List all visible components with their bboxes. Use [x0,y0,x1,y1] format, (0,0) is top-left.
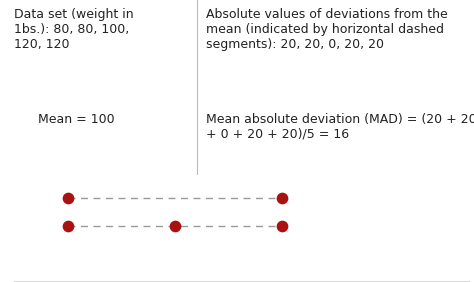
Point [171,224,179,228]
Point [278,224,286,228]
Text: Mean = 100: Mean = 100 [37,113,114,126]
Point [64,224,72,228]
Point [278,196,286,200]
Text: Mean absolute deviation (MAD) = (20 + 20
+ 0 + 20 + 20)/5 = 16: Mean absolute deviation (MAD) = (20 + 20… [206,113,474,141]
Text: Data set (weight in
1bs.): 80, 80, 100,
120, 120: Data set (weight in 1bs.): 80, 80, 100, … [14,8,134,51]
Text: Absolute values of deviations from the
mean (indicated by horizontal dashed
segm: Absolute values of deviations from the m… [206,8,448,51]
Point [64,196,72,200]
